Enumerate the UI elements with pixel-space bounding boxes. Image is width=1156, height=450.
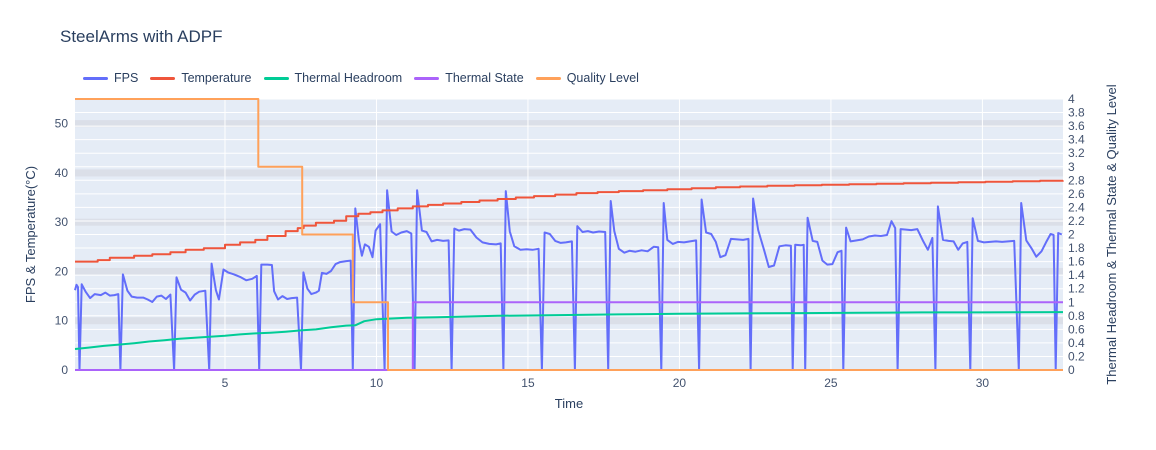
legend-swatch-fps bbox=[83, 76, 108, 80]
legend-item-thermal-state[interactable]: Thermal State bbox=[414, 71, 524, 85]
legend-swatch-quality-level bbox=[535, 76, 561, 80]
y-right-tick-label: 1.8 bbox=[1068, 241, 1085, 255]
y-left-band bbox=[75, 169, 1063, 177]
y-right-tick-label: 2.4 bbox=[1068, 200, 1085, 214]
y-left-tick-label: 20 bbox=[55, 264, 69, 278]
y-right-tick-label: 0 bbox=[1068, 363, 1075, 377]
y-left-band bbox=[75, 218, 1063, 226]
y-right-tick-label: 2.2 bbox=[1068, 214, 1085, 228]
x-tick-label: 20 bbox=[673, 376, 687, 390]
x-tick-label: 5 bbox=[222, 376, 229, 390]
y-left-band bbox=[75, 317, 1063, 325]
y-right-tick-label: 2 bbox=[1068, 228, 1075, 242]
legend-label: Thermal Headroom bbox=[294, 71, 403, 85]
y-right-tick-label: 1.4 bbox=[1068, 268, 1085, 282]
legend-item-temperature[interactable]: Temperature bbox=[150, 71, 252, 85]
x-tick-label: 30 bbox=[976, 376, 990, 390]
chart-title: SteelArms with ADPF bbox=[60, 27, 223, 46]
y-left-tick-label: 40 bbox=[55, 166, 69, 180]
x-tick-label: 10 bbox=[370, 376, 384, 390]
legend-swatch-thermal-headroom bbox=[263, 76, 289, 80]
y-right-tick-label: 3 bbox=[1068, 160, 1075, 174]
legend-item-fps[interactable]: FPS bbox=[83, 71, 138, 85]
y-left-axis-title: FPS & Temperature(°C) bbox=[23, 166, 38, 303]
series-line-fps[interactable] bbox=[74, 189, 1063, 371]
legend-label: FPS bbox=[114, 71, 139, 85]
legend-item-thermal-headroom[interactable]: Thermal Headroom bbox=[263, 71, 403, 85]
y-right-tick-label: 1 bbox=[1068, 295, 1075, 309]
y-right-tick-label: 0.4 bbox=[1068, 336, 1085, 350]
legend-label: Thermal State bbox=[445, 71, 524, 85]
y-right-tick-label: 0.6 bbox=[1068, 322, 1085, 336]
series-line-temperature[interactable] bbox=[75, 179, 1064, 263]
y-right-tick-label: 2.8 bbox=[1068, 173, 1085, 187]
y-left-tick-label: 50 bbox=[55, 117, 69, 131]
y-left-tick-label: 0 bbox=[61, 363, 68, 377]
legend-swatch-thermal-state bbox=[414, 76, 440, 80]
y-right-tick-label: 3.4 bbox=[1068, 133, 1085, 147]
y-left-band bbox=[75, 267, 1063, 275]
x-tick-label: 15 bbox=[521, 376, 535, 390]
y-left-tick-label: 10 bbox=[55, 314, 69, 328]
y-right-tick-label: 0.8 bbox=[1068, 309, 1085, 323]
y-left-band bbox=[75, 120, 1063, 128]
y-left-tick-label: 30 bbox=[55, 215, 69, 229]
x-tick-label: 25 bbox=[824, 376, 838, 390]
legend-label: Quality Level bbox=[566, 71, 639, 85]
legend: FPS Temperature Thermal Headroom Thermal St… bbox=[83, 71, 651, 85]
y-right-tick-label: 1.2 bbox=[1068, 282, 1085, 296]
y-right-tick-label: 3.2 bbox=[1068, 146, 1085, 160]
y-right-tick-label: 3.6 bbox=[1068, 119, 1085, 133]
series-line-thermal-state[interactable] bbox=[75, 301, 1063, 371]
legend-label: Temperature bbox=[181, 71, 252, 85]
y-right-tick-label: 1.6 bbox=[1068, 255, 1085, 269]
y-right-tick-label: 0.2 bbox=[1068, 349, 1085, 363]
y-right-tick-label: 2.6 bbox=[1068, 187, 1085, 201]
legend-swatch-temperature bbox=[150, 76, 176, 80]
y-right-tick-label: 3.8 bbox=[1068, 106, 1085, 120]
x-axis-title: Time bbox=[555, 396, 583, 411]
y-right-axis-title: Thermal Headroom & Thermal State & Quali… bbox=[1104, 84, 1119, 384]
series-line-quality-level[interactable] bbox=[75, 98, 1063, 371]
y-right-tick-label: 4 bbox=[1068, 92, 1075, 106]
legend-item-quality-level[interactable]: Quality Level bbox=[535, 71, 639, 85]
series-line-thermal-headroom[interactable] bbox=[74, 311, 1064, 350]
